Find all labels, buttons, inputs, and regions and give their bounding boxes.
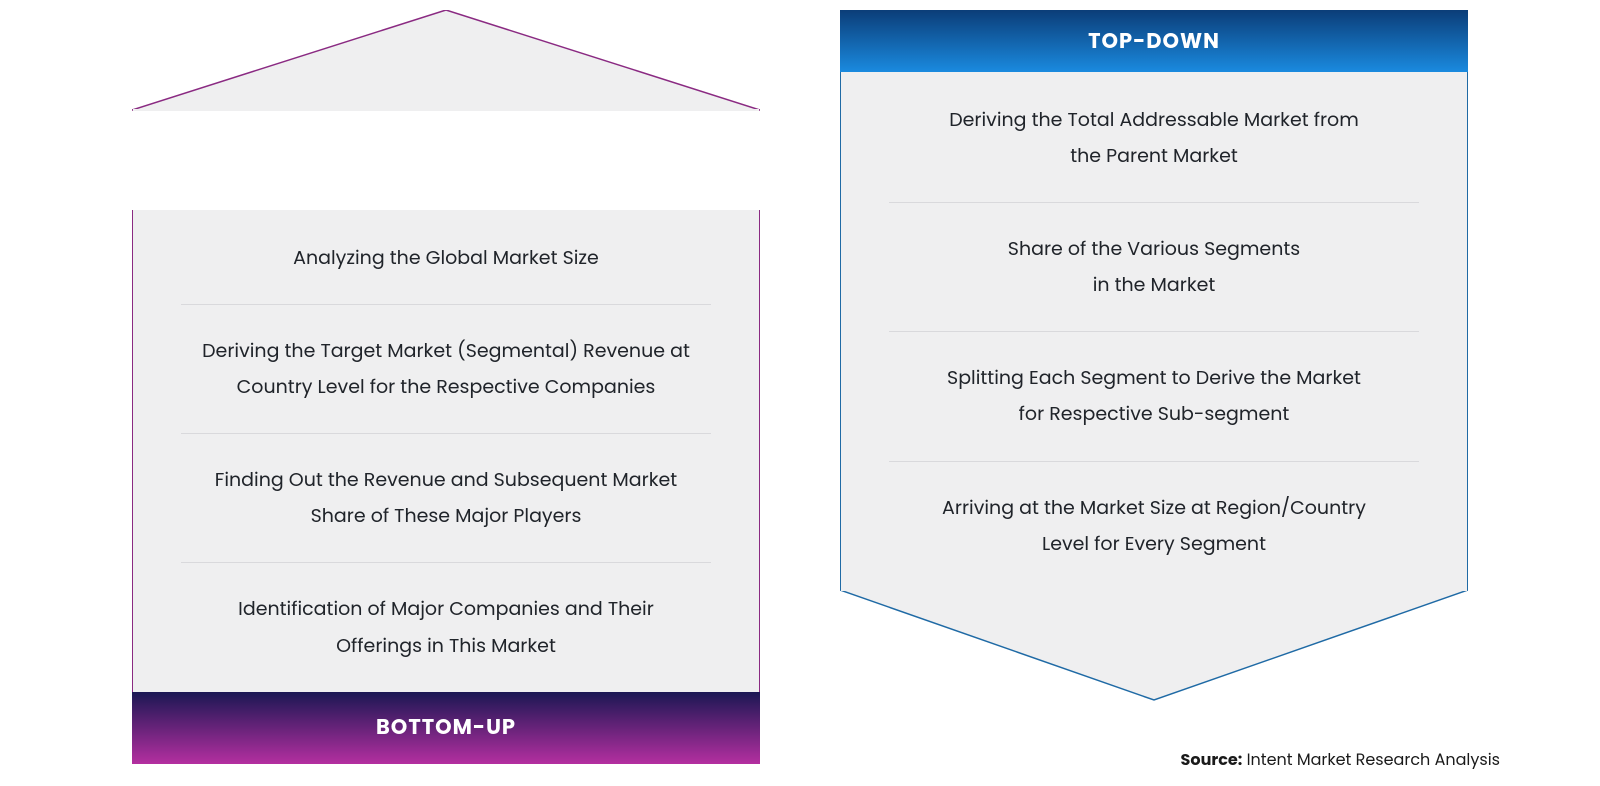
source-text: Intent Market Research Analysis: [1242, 748, 1500, 771]
bottom-up-item: Deriving the Target Market (Segmental) R…: [181, 304, 711, 433]
source-label: Source:: [1181, 748, 1243, 771]
top-down-body: Deriving the Total Addressable Market fr…: [840, 72, 1468, 590]
top-down-item: Deriving the Total Addressable Market fr…: [889, 92, 1419, 202]
bottom-up-label: BOTTOM-UP: [132, 692, 760, 764]
top-down-item: Splitting Each Segment to Derive the Mar…: [889, 331, 1419, 460]
bottom-up-arrowhead: [132, 10, 760, 110]
bottom-up-item: Analyzing the Global Market Size: [181, 230, 711, 304]
top-down-item: Share of the Various Segments in the Mar…: [889, 202, 1419, 331]
source-attribution: Source: Intent Market Research Analysis: [1181, 747, 1500, 772]
top-down-item: Arriving at the Market Size at Region/Co…: [889, 461, 1419, 590]
bottom-up-item: Finding Out the Revenue and Subsequent M…: [181, 433, 711, 562]
top-down-label: TOP-DOWN: [840, 10, 1468, 72]
bottom-up-body: Analyzing the Global Market Size Derivin…: [132, 210, 760, 692]
top-down-arrowhead: [840, 590, 1468, 700]
bottom-up-panel: Analyzing the Global Market Size Derivin…: [132, 10, 760, 764]
top-down-panel: TOP-DOWN Deriving the Total Addressable …: [840, 10, 1468, 764]
bottom-up-item: Identification of Major Companies and Th…: [181, 562, 711, 691]
